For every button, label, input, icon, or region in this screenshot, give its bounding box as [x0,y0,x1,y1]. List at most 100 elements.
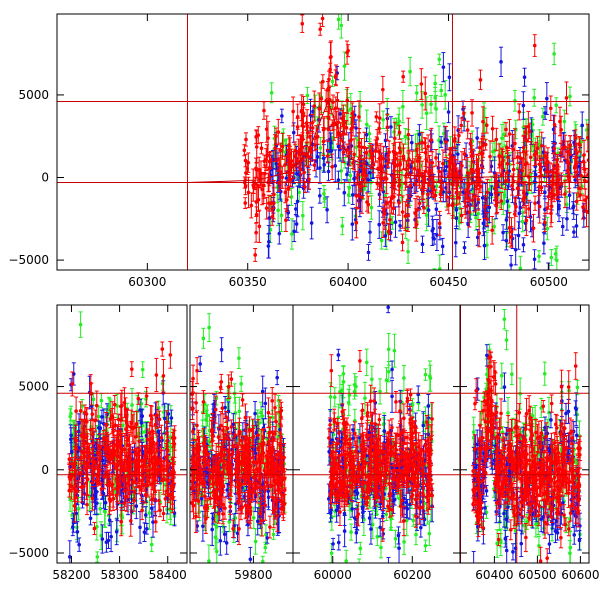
data-point [505,199,510,204]
top-point-green [403,128,408,145]
data-point [572,166,577,170]
data-point [499,199,504,203]
top-point-green [532,88,537,107]
data-point [371,162,376,167]
top-point-red [527,123,532,140]
data-point [322,191,326,196]
data-point [301,213,305,218]
top-point-red [528,141,533,174]
data-point [557,206,561,211]
data-point [490,127,495,131]
data-point [243,158,248,163]
data-point [264,206,269,210]
top-point-red [455,171,460,199]
top-point-blue [434,202,439,216]
data-point [571,204,576,208]
data-point [509,263,513,267]
data-point [488,154,492,159]
data-point [406,249,410,254]
data-point [520,168,525,173]
top-point-red [558,142,563,163]
data-point [568,143,573,147]
data-point [433,81,437,86]
data-point [400,240,405,245]
top-point-red [295,103,300,130]
data-point [397,178,402,182]
top-point-red [443,125,448,159]
data-point [433,193,438,198]
data-point [475,235,480,240]
top-point-blue [441,52,446,83]
data-point [420,242,425,247]
top-point-green [502,121,507,148]
data-point [541,114,545,119]
data-point [518,266,523,270]
top-point-red [463,193,468,219]
data-point [244,137,248,142]
data-point [305,93,310,98]
top-point-blue [409,134,414,151]
top-point-red [438,170,443,192]
top-point-red [380,75,385,104]
top-point-blue [453,228,458,258]
data-point [447,75,452,80]
data-point [344,125,349,130]
top-point-red [523,181,528,214]
data-point [267,240,271,244]
data-point [533,201,537,206]
data-point [284,176,289,180]
data-point [565,202,569,207]
data-point [397,130,402,135]
top-point-red [259,142,264,155]
data-point [350,222,355,226]
top-point-red [471,160,476,184]
data-point [300,21,305,26]
top-point-red [270,207,275,226]
data-point [364,122,369,127]
data-point [365,200,369,204]
data-point [532,43,537,48]
data-point [318,193,322,198]
top-point-red [433,189,438,202]
data-point [567,175,572,180]
data-point [350,111,355,116]
top-point-green [520,211,525,233]
top-point-green [390,216,395,230]
top-point-green [505,217,510,248]
top-point-blue [440,237,445,255]
top-point-blue [544,82,549,115]
top-point-blue [546,262,551,270]
data-point [367,131,372,136]
data-point [341,123,346,127]
data-point [523,130,528,135]
data-point [296,149,301,154]
data-point [249,203,254,208]
data-point [355,176,359,180]
top-point-red [524,125,529,156]
data-point [437,266,442,270]
top-point-blue [485,303,489,328]
top-point-red [243,197,248,210]
data-point [537,254,541,259]
top-point-red [264,196,269,220]
data-point [280,175,285,180]
top-point-red [401,143,406,170]
data-point [297,190,301,195]
data-point [552,146,557,151]
data-point [454,208,459,212]
top-point-blue [542,185,547,200]
top-point-blue [521,237,526,253]
top-point-red [485,178,490,207]
top-point-red [482,195,487,219]
top-point-red [377,122,382,135]
data-point [301,102,306,107]
data-point [368,230,372,234]
top-point-blue [388,116,393,138]
top-point-green [414,85,419,101]
data-point [276,158,280,162]
top-point-green [300,201,305,231]
top-point-blue [333,149,338,183]
top-point-red [472,181,477,213]
data-point [259,146,264,151]
top-point-green [336,14,341,30]
